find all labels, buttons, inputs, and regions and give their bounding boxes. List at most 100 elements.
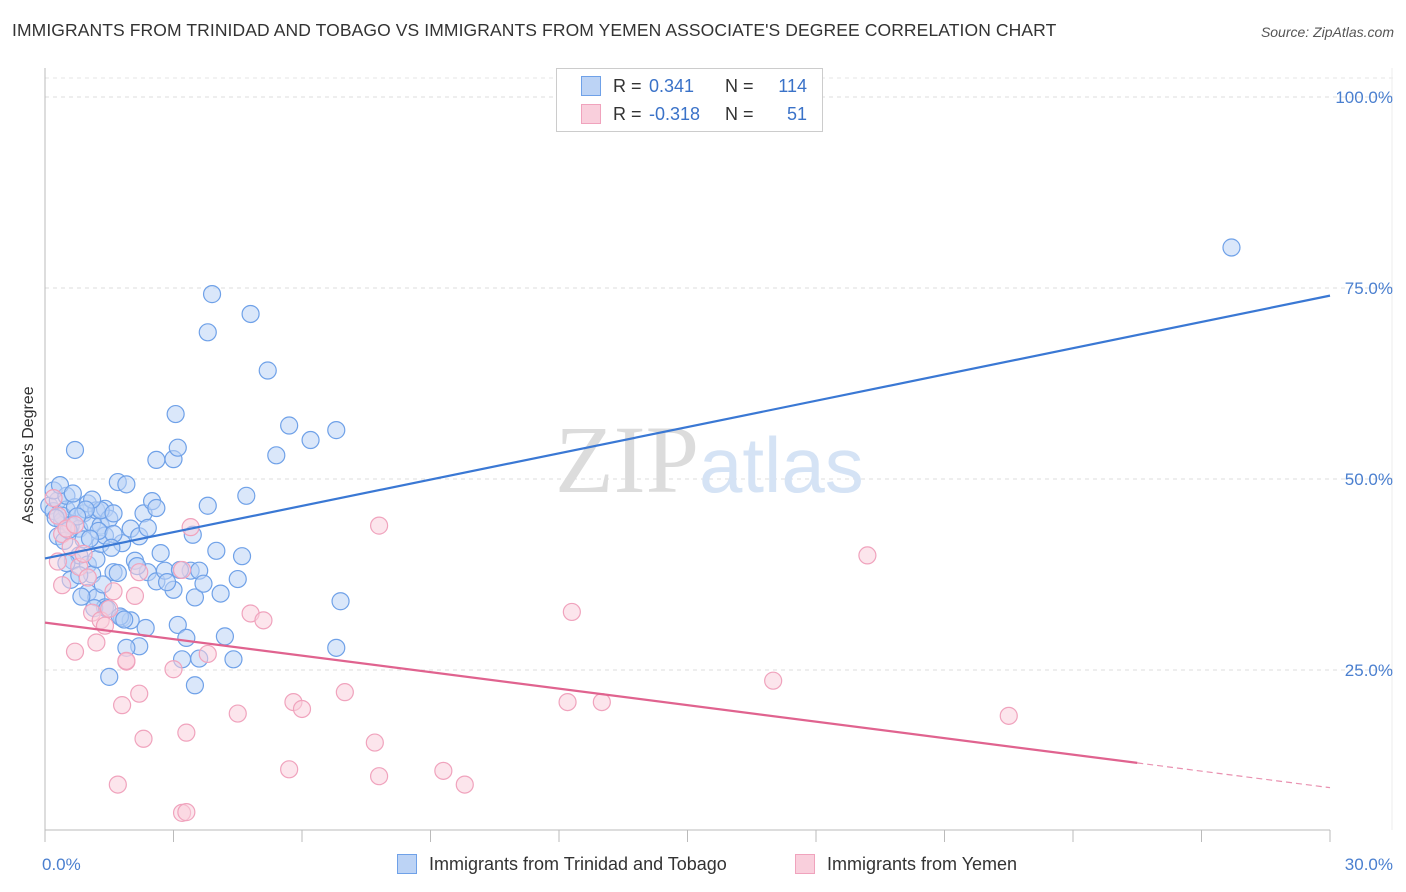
trinidad-point: [327, 421, 346, 440]
trinidad-point: [100, 667, 119, 686]
legend-r-label: R =: [613, 103, 642, 124]
trinidad-point: [80, 529, 100, 548]
legend-row-yemen: R = -0.318 N = 51: [581, 101, 807, 127]
bottom-legend-label-trinidad: Immigrants from Trinidad and Tobago: [429, 853, 727, 874]
yemen-point: [164, 660, 183, 679]
legend-swatch-blue: [581, 76, 601, 96]
trinidad-point: [151, 544, 170, 563]
trinidad-point: [63, 484, 82, 503]
yemen-point: [370, 516, 389, 535]
bottom-legend-swatch-blue: [397, 854, 417, 874]
trinidad-point: [115, 610, 134, 629]
legend-swatch-pink: [581, 104, 601, 124]
trinidad-point: [72, 587, 91, 606]
trinidad-point: [224, 650, 243, 669]
yemen-point: [172, 560, 192, 580]
trinidad-point: [207, 541, 226, 560]
yemen-point: [117, 651, 136, 670]
yemen-point: [858, 546, 877, 565]
yemen-point: [592, 692, 611, 712]
trinidad-trend-line: [44, 294, 1331, 560]
source-label: Source: ZipAtlas.com: [1260, 24, 1394, 40]
trinidad-point: [166, 404, 185, 424]
yemen-point: [134, 729, 153, 748]
yemen-point: [44, 489, 63, 508]
trinidad-point: [202, 285, 222, 304]
yemen-trend-line: [44, 621, 1138, 764]
yemen-point: [177, 723, 196, 742]
yemen-point: [365, 733, 384, 752]
trinidad-point: [232, 547, 252, 566]
yemen-point: [130, 563, 149, 582]
grid-lines: [45, 77, 1395, 671]
trinidad-point: [228, 569, 247, 589]
trinidad-point: [331, 592, 350, 611]
trinidad-point: [104, 504, 123, 523]
trinidad-point: [185, 676, 205, 695]
yemen-point: [65, 642, 85, 661]
yemen-point: [280, 760, 299, 779]
y-tick-label: 75.0%: [1345, 279, 1393, 298]
trinidad-point: [237, 486, 256, 505]
trinidad-point: [258, 361, 277, 380]
trinidad-point: [168, 615, 187, 635]
stats-legend: R = 0.341 N = 114 R = -0.318 N = 51: [556, 68, 823, 132]
yemen-trend-line-extension: [1137, 762, 1331, 789]
trinidad-point: [241, 304, 260, 324]
legend-n-value: 114: [778, 75, 807, 96]
trinidad-point: [194, 574, 213, 593]
trinidad-point: [108, 563, 127, 583]
trinidad-point: [138, 518, 157, 537]
yemen-point: [108, 775, 127, 794]
trinidad-point: [147, 450, 166, 469]
yemen-point: [335, 683, 354, 702]
bottom-legend-label-yemen: Immigrants from Yemen: [827, 853, 1018, 874]
trinidad-point: [117, 475, 136, 494]
series-yemen-points: [44, 489, 1018, 822]
yemen-point: [177, 803, 196, 822]
yemen-point: [562, 602, 581, 622]
y-tick-label: 100.0%: [1335, 88, 1393, 107]
legend-n-value: 51: [786, 103, 807, 124]
yemen-point: [558, 692, 577, 712]
legend-r-value: -0.318: [649, 103, 701, 124]
trinidad-point: [327, 638, 346, 657]
legend-r-value: 0.341: [649, 75, 695, 96]
yemen-point: [999, 706, 1018, 725]
trinidad-point: [157, 573, 177, 592]
axes: [44, 68, 1393, 842]
yemen-point: [48, 506, 67, 525]
yemen-point: [455, 775, 474, 794]
bottom-legend-swatch-pink: [795, 854, 815, 874]
yemen-point: [228, 704, 247, 723]
trinidad-point: [211, 584, 230, 603]
yemen-point: [104, 582, 123, 601]
watermark: ZIPatlas: [555, 406, 864, 513]
trinidad-point: [267, 446, 286, 465]
legend-r-label: R =: [613, 75, 642, 96]
trinidad-point: [215, 627, 234, 646]
yemen-point: [100, 599, 119, 618]
yemen-point: [87, 633, 106, 652]
legend-n-label: N =: [725, 75, 754, 96]
trinidad-point: [301, 430, 320, 450]
bottom-legend-yemen[interactable]: Immigrants from Yemen: [795, 852, 1017, 876]
watermark-text: ZIPatlas: [555, 406, 864, 513]
yemen-point: [764, 671, 783, 690]
x-tick-label-max: 30.0%: [1345, 855, 1393, 874]
trinidad-point: [280, 416, 299, 435]
yemen-point: [254, 611, 273, 630]
trinidad-point: [65, 440, 85, 460]
trinidad-point: [168, 438, 187, 457]
trend-lines: [44, 294, 1331, 789]
trinidad-point: [177, 628, 196, 648]
y-tick-label: 25.0%: [1345, 661, 1393, 680]
yemen-point: [74, 544, 93, 563]
bottom-legend-trinidad[interactable]: Immigrants from Trinidad and Tobago: [397, 852, 727, 876]
x-tick-label-min: 0.0%: [42, 855, 81, 874]
legend-row-trinidad: R = 0.341 N = 114: [581, 73, 807, 99]
yemen-point: [130, 684, 149, 703]
trinidad-point: [147, 498, 166, 518]
legend-n-label: N =: [725, 103, 754, 124]
yemen-point: [198, 644, 217, 664]
